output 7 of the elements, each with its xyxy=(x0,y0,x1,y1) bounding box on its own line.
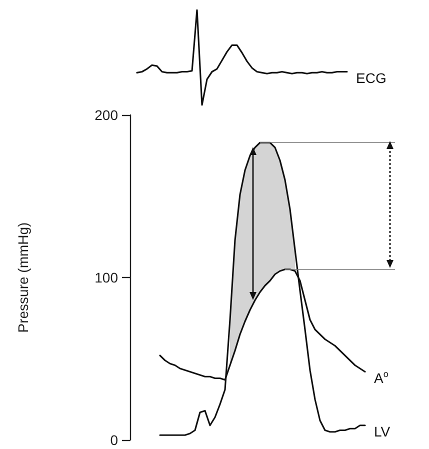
line-series xyxy=(159,142,366,436)
series-label: LV xyxy=(374,423,391,440)
y-axis-title: Pressure (mmHg) xyxy=(15,222,31,333)
series-label: ECG xyxy=(356,70,386,86)
y-tick-label: 0 xyxy=(110,432,118,448)
y-tick-label: 100 xyxy=(94,270,118,286)
y-tick-label: 200 xyxy=(94,107,118,123)
